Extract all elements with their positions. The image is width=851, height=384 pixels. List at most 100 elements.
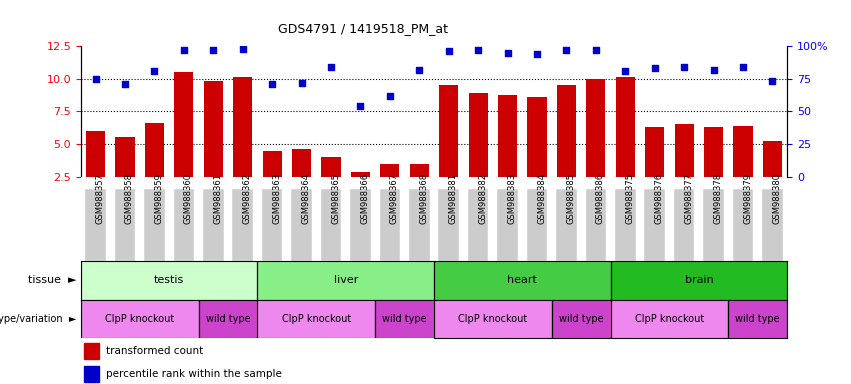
- Point: [560, 47, 574, 53]
- FancyBboxPatch shape: [291, 189, 311, 261]
- FancyBboxPatch shape: [733, 189, 753, 261]
- FancyBboxPatch shape: [174, 189, 194, 261]
- Point: [619, 68, 632, 74]
- Point: [677, 64, 691, 70]
- Bar: [704, 127, 723, 177]
- Bar: [203, 81, 223, 177]
- FancyBboxPatch shape: [232, 189, 253, 261]
- Text: GSM988363: GSM988363: [272, 172, 281, 223]
- FancyBboxPatch shape: [585, 189, 606, 261]
- Point: [118, 81, 132, 87]
- Text: GSM988362: GSM988362: [243, 172, 252, 223]
- Text: GSM988361: GSM988361: [214, 172, 222, 223]
- Text: brain: brain: [684, 275, 713, 285]
- Text: wild type: wild type: [735, 314, 780, 324]
- Text: ClpP knockout: ClpP knockout: [458, 314, 528, 324]
- FancyBboxPatch shape: [557, 189, 577, 261]
- Point: [266, 81, 279, 87]
- Point: [442, 48, 455, 55]
- Bar: [557, 85, 576, 177]
- Text: GSM988358: GSM988358: [125, 172, 134, 223]
- Bar: [84, 366, 99, 382]
- FancyBboxPatch shape: [144, 189, 165, 261]
- Text: GSM988376: GSM988376: [654, 172, 664, 223]
- FancyBboxPatch shape: [438, 189, 459, 261]
- Bar: [233, 77, 252, 177]
- Text: genotype/variation  ►: genotype/variation ►: [0, 314, 77, 324]
- FancyBboxPatch shape: [321, 189, 341, 261]
- FancyBboxPatch shape: [497, 189, 518, 261]
- Point: [177, 47, 191, 53]
- Bar: [351, 172, 370, 177]
- Point: [589, 47, 603, 53]
- Bar: [380, 164, 399, 177]
- Bar: [409, 164, 429, 177]
- FancyBboxPatch shape: [380, 189, 400, 261]
- Bar: [174, 72, 193, 177]
- Bar: [675, 124, 694, 177]
- Text: GSM988366: GSM988366: [361, 172, 369, 223]
- Text: ClpP knockout: ClpP knockout: [105, 314, 174, 324]
- Text: GSM988368: GSM988368: [420, 172, 428, 223]
- Text: GSM988375: GSM988375: [625, 172, 634, 223]
- Text: wild type: wild type: [206, 314, 250, 324]
- Text: GDS4791 / 1419518_PM_at: GDS4791 / 1419518_PM_at: [278, 22, 448, 35]
- Text: GSM988379: GSM988379: [743, 172, 752, 223]
- FancyBboxPatch shape: [350, 189, 371, 261]
- Text: GSM988380: GSM988380: [773, 172, 781, 223]
- Text: GSM988386: GSM988386: [596, 172, 605, 223]
- FancyBboxPatch shape: [262, 189, 283, 261]
- Bar: [498, 95, 517, 177]
- Text: GSM988364: GSM988364: [301, 172, 311, 223]
- Text: GSM988382: GSM988382: [478, 172, 487, 223]
- Bar: [439, 84, 459, 177]
- Text: GSM988357: GSM988357: [95, 172, 105, 223]
- Point: [500, 50, 514, 56]
- Bar: [322, 157, 340, 177]
- FancyBboxPatch shape: [674, 189, 694, 261]
- Bar: [469, 93, 488, 177]
- Text: ClpP knockout: ClpP knockout: [635, 314, 704, 324]
- Point: [383, 93, 397, 99]
- Text: GSM988359: GSM988359: [154, 173, 163, 223]
- Text: GSM988367: GSM988367: [390, 172, 399, 223]
- Point: [324, 64, 338, 70]
- Point: [207, 47, 220, 53]
- Text: GSM988377: GSM988377: [684, 172, 694, 223]
- Point: [707, 66, 721, 73]
- Text: heart: heart: [507, 275, 537, 285]
- Text: liver: liver: [334, 275, 358, 285]
- Point: [471, 47, 485, 53]
- Bar: [762, 141, 782, 177]
- Bar: [263, 151, 282, 177]
- Text: percentile rank within the sample: percentile rank within the sample: [106, 369, 282, 379]
- Bar: [116, 137, 134, 177]
- Point: [354, 103, 368, 109]
- Text: wild type: wild type: [559, 314, 603, 324]
- Point: [530, 51, 544, 57]
- Text: testis: testis: [154, 275, 185, 285]
- Text: GSM988381: GSM988381: [448, 172, 458, 223]
- Point: [648, 65, 661, 71]
- Bar: [86, 131, 106, 177]
- FancyBboxPatch shape: [644, 189, 665, 261]
- Point: [736, 64, 750, 70]
- FancyBboxPatch shape: [85, 189, 106, 261]
- Point: [413, 66, 426, 73]
- Text: GSM988383: GSM988383: [507, 172, 517, 223]
- Bar: [292, 149, 311, 177]
- Text: GSM988360: GSM988360: [184, 172, 193, 223]
- Text: GSM988365: GSM988365: [331, 172, 340, 223]
- Bar: [586, 79, 605, 177]
- FancyBboxPatch shape: [203, 189, 224, 261]
- Point: [89, 76, 102, 82]
- Point: [147, 68, 161, 74]
- Bar: [528, 97, 546, 177]
- Bar: [734, 126, 752, 177]
- FancyBboxPatch shape: [409, 189, 430, 261]
- FancyBboxPatch shape: [115, 189, 135, 261]
- Text: tissue  ►: tissue ►: [28, 275, 77, 285]
- FancyBboxPatch shape: [703, 189, 724, 261]
- Bar: [616, 78, 635, 177]
- Point: [236, 46, 249, 52]
